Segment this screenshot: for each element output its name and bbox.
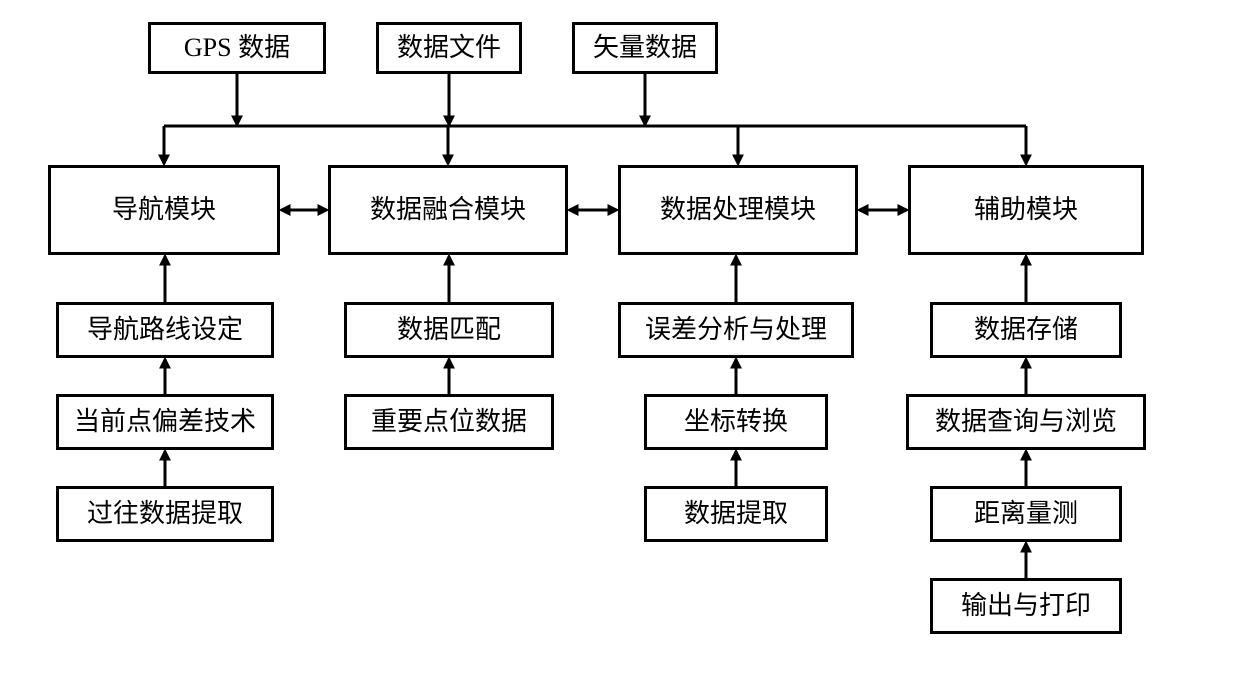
node-label: 导航路线设定 (87, 316, 243, 345)
node-label: 数据匹配 (397, 316, 501, 345)
node-label: 坐标转换 (684, 408, 788, 437)
node-aux2: 数据查询与浏览 (906, 394, 1146, 450)
node-label: 输出与打印 (961, 592, 1091, 621)
node-label: 重要点位数据 (371, 408, 527, 437)
node-label: 数据处理模块 (660, 196, 816, 225)
diagram-canvas: GPS 数据 数据文件 矢量数据导航模块 数据融合模块 数据处理模块 辅助模块导航路线设定… (0, 0, 1240, 691)
node-label: 距离量测 (974, 500, 1078, 529)
node-label: 误差分析与处理 (645, 316, 827, 345)
node-fuse2: 重要点位数据 (344, 394, 554, 450)
node-m_fuse: 数据融合模块 (328, 165, 568, 255)
node-aux3: 距离量测 (930, 486, 1122, 542)
node-proc1: 误差分析与处理 (618, 302, 854, 358)
node-label: GPS 数据 (184, 34, 290, 63)
node-nav2: 当前点偏差技术 (56, 394, 274, 450)
node-nav3: 过往数据提取 (56, 486, 274, 542)
node-top_vec: 矢量数据 (572, 22, 718, 74)
node-proc2: 坐标转换 (644, 394, 828, 450)
node-top_gps: GPS 数据 (148, 22, 326, 74)
node-label: 导航模块 (112, 196, 216, 225)
node-m_aux: 辅助模块 (908, 165, 1144, 255)
node-m_proc: 数据处理模块 (618, 165, 858, 255)
node-label: 数据文件 (397, 34, 501, 63)
node-label: 辅助模块 (974, 196, 1078, 225)
node-label: 数据融合模块 (370, 196, 526, 225)
node-top_file: 数据文件 (376, 22, 522, 74)
node-label: 数据存储 (974, 316, 1078, 345)
node-label: 数据提取 (684, 500, 788, 529)
node-nav1: 导航路线设定 (56, 302, 274, 358)
node-proc3: 数据提取 (644, 486, 828, 542)
node-label: 当前点偏差技术 (74, 408, 256, 437)
node-aux1: 数据存储 (930, 302, 1122, 358)
node-label: 过往数据提取 (87, 500, 243, 529)
node-m_nav: 导航模块 (48, 165, 280, 255)
node-fuse1: 数据匹配 (344, 302, 554, 358)
node-label: 数据查询与浏览 (935, 408, 1117, 437)
node-aux4: 输出与打印 (930, 578, 1122, 634)
node-label: 矢量数据 (593, 34, 697, 63)
